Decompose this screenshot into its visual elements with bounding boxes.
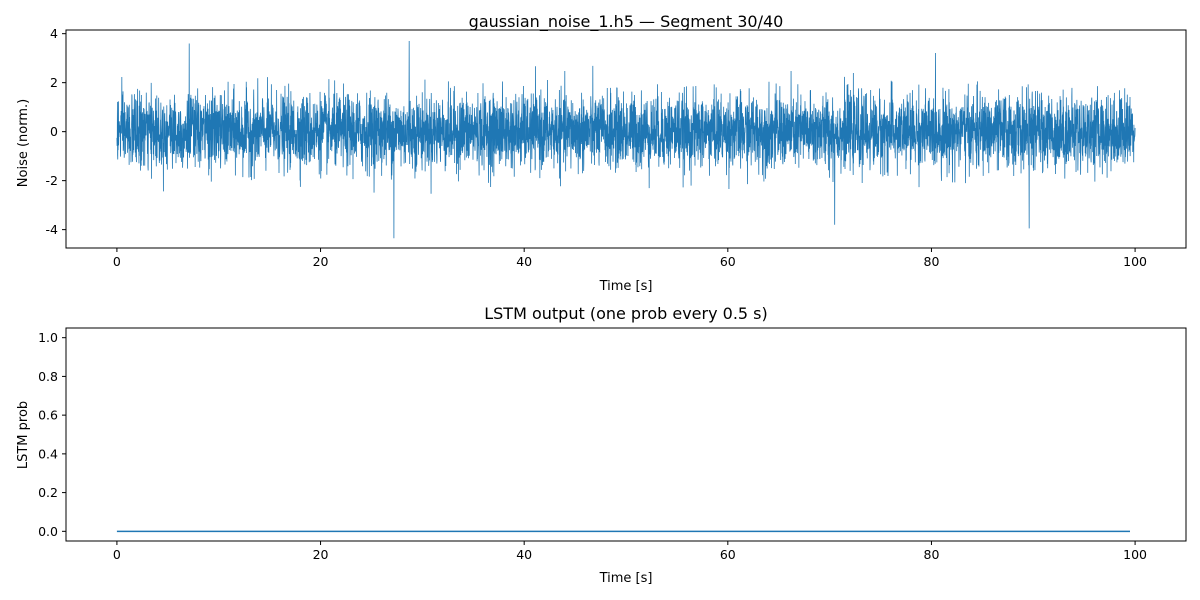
noise-x-axis-label: Time [s] bbox=[599, 279, 653, 294]
lstm-x-tick-label: 100 bbox=[1123, 547, 1147, 562]
noise-x-tick-label: 60 bbox=[720, 254, 736, 269]
lstm-x-tick-label: 0 bbox=[113, 547, 121, 562]
noise-plot-area bbox=[116, 41, 1136, 239]
noise-y-tick-label: 0 bbox=[50, 124, 58, 139]
noise-ticks: 0 20 40 60 80 100 -4 -2 0 2 4 bbox=[46, 26, 1148, 269]
noise-axes-frame bbox=[65, 29, 1187, 249]
lstm-y-tick-label: 1.0 bbox=[38, 330, 58, 345]
noise-x-tick-label: 20 bbox=[313, 254, 329, 269]
lstm-y-axis-label: LSTM prob bbox=[16, 401, 31, 469]
lstm-ticks: 0 20 40 60 80 100 0.0 0.2 0.4 0.6 0.8 1.0 bbox=[38, 330, 1147, 562]
lstm-x-tick-label: 20 bbox=[313, 547, 329, 562]
noise-series-line bbox=[116, 41, 1136, 239]
noise-y-tick-label: -2 bbox=[46, 173, 58, 188]
lstm-x-tick-label: 80 bbox=[924, 547, 940, 562]
lstm-x-tick-label: 40 bbox=[516, 547, 532, 562]
lstm-x-axis-label: Time [s] bbox=[599, 571, 653, 586]
lstm-x-tick-label: 60 bbox=[720, 547, 736, 562]
noise-x-tick-label: 80 bbox=[924, 254, 940, 269]
noise-x-tick-label: 100 bbox=[1123, 254, 1147, 269]
noise-axes: gaussian_noise_1.h5 — Segment 30/40 Time… bbox=[16, 12, 1187, 294]
lstm-y-tick-label: 0.6 bbox=[38, 408, 58, 423]
noise-y-tick-label: 4 bbox=[50, 26, 58, 41]
lstm-y-tick-label: 0.0 bbox=[38, 524, 58, 539]
lstm-axes: LSTM output (one prob every 0.5 s) Time … bbox=[16, 304, 1187, 586]
lstm-axes-frame bbox=[65, 327, 1187, 542]
noise-x-tick-label: 0 bbox=[113, 254, 121, 269]
noise-x-tick-label: 40 bbox=[516, 254, 532, 269]
lstm-y-tick-label: 0.8 bbox=[38, 369, 58, 384]
noise-y-tick-label: -4 bbox=[46, 222, 59, 237]
lstm-y-tick-label: 0.2 bbox=[38, 485, 58, 500]
noise-chart-title: gaussian_noise_1.h5 — Segment 30/40 bbox=[469, 12, 784, 32]
noise-y-axis-label: Noise (norm.) bbox=[16, 99, 31, 187]
lstm-y-tick-label: 0.4 bbox=[38, 446, 58, 461]
noise-y-tick-label: 2 bbox=[50, 75, 58, 90]
lstm-chart-title: LSTM output (one prob every 0.5 s) bbox=[484, 304, 768, 323]
